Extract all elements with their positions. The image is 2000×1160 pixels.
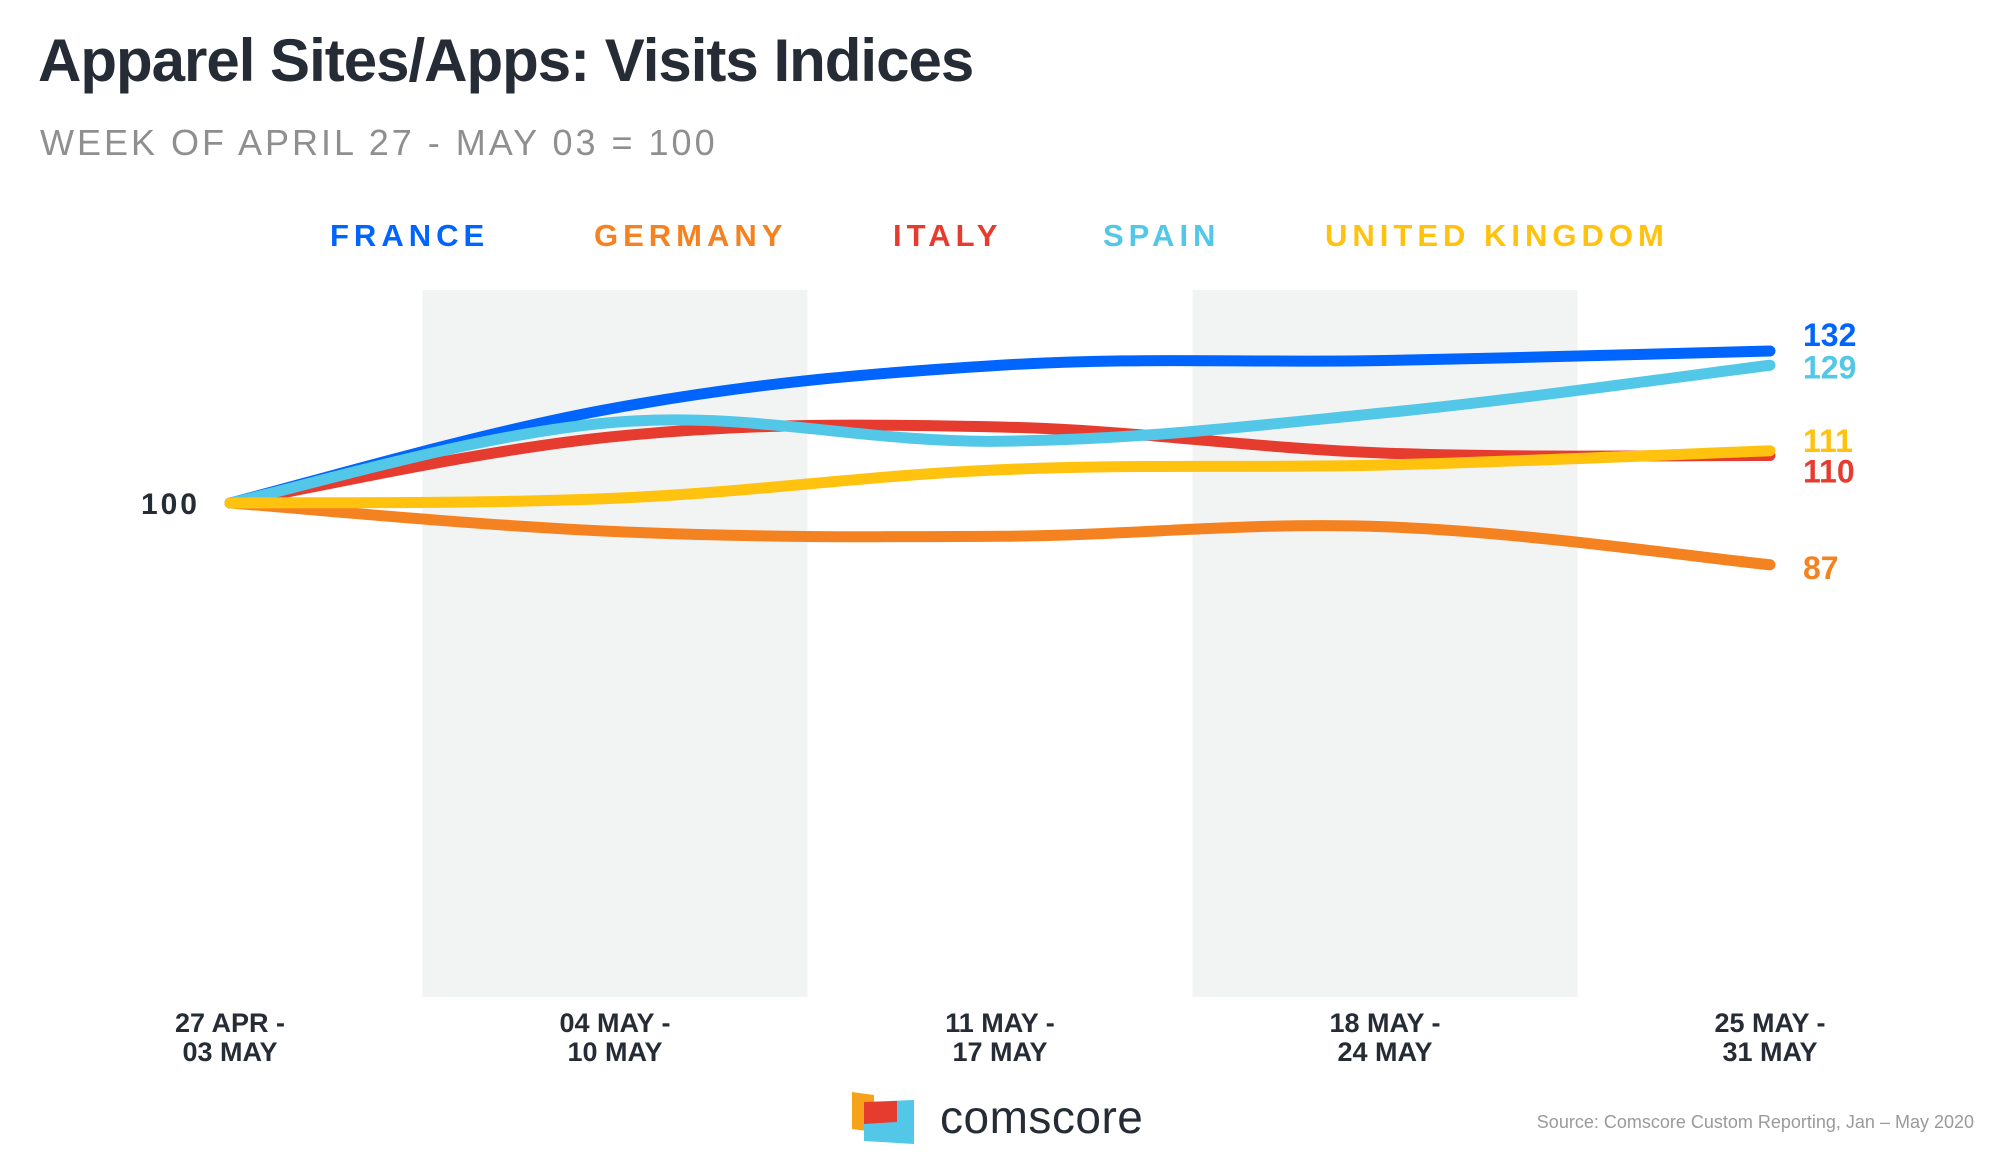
end-labels: 132 87 110 129 111 (1803, 317, 1856, 586)
x-tick-label: 11 MAY - (945, 1008, 1055, 1038)
end-label-united-kingdom: 111 (1803, 423, 1853, 459)
series-line-united-kingdom (224, 445, 1776, 509)
end-label-spain: 129 (1803, 349, 1856, 385)
x-tick-label: 18 MAY - (1329, 1008, 1440, 1038)
x-axis-labels: 27 APR -03 MAY 04 MAY -10 MAY 11 MAY -17 M… (175, 1008, 1826, 1067)
source-note: Source: Comscore Custom Reporting, Jan –… (1536, 1112, 1974, 1132)
legend-item-germany: GERMANY (594, 218, 788, 253)
end-label-germany: 87 (1803, 550, 1839, 586)
legend-item-france: FRANCE (330, 218, 490, 253)
x-tick-label: 03 MAY (182, 1037, 277, 1067)
legend: FRANCE GERMANY ITALY SPAIN UNITED KINGDO… (0, 218, 2000, 258)
x-tick-label: 31 MAY (1722, 1037, 1817, 1067)
legend-item-spain: SPAIN (1103, 218, 1221, 253)
chart-title: Apparel Sites/Apps: Visits Indices (38, 27, 974, 94)
end-label-italy: 110 (1803, 454, 1855, 490)
chart-subtitle: WEEK OF APRIL 27 - MAY 03 = 100 (40, 122, 718, 163)
x-tick-label: 17 MAY (952, 1037, 1047, 1067)
x-tick-label: 10 MAY (567, 1037, 662, 1067)
brand-name: comscore (940, 1091, 1144, 1143)
y-reference-label: 100 (141, 488, 200, 521)
series-line-spain (224, 359, 1776, 509)
x-tick-label: 25 MAY - (1714, 1008, 1825, 1038)
legend-item-united-kingdom: UNITED KINGDOM (1325, 218, 1669, 253)
series-line-germany (224, 497, 1776, 571)
shaded-band (422, 290, 808, 997)
x-tick-label: 27 APR - (175, 1008, 285, 1038)
comscore-logo-icon (852, 1092, 914, 1144)
shaded-bands (422, 290, 1578, 997)
x-tick-label: 04 MAY - (559, 1008, 670, 1038)
legend-item-italy: ITALY (893, 218, 1003, 253)
series-lines (224, 345, 1776, 571)
x-tick-label: 24 MAY (1337, 1037, 1432, 1067)
end-label-france: 132 (1803, 317, 1856, 353)
